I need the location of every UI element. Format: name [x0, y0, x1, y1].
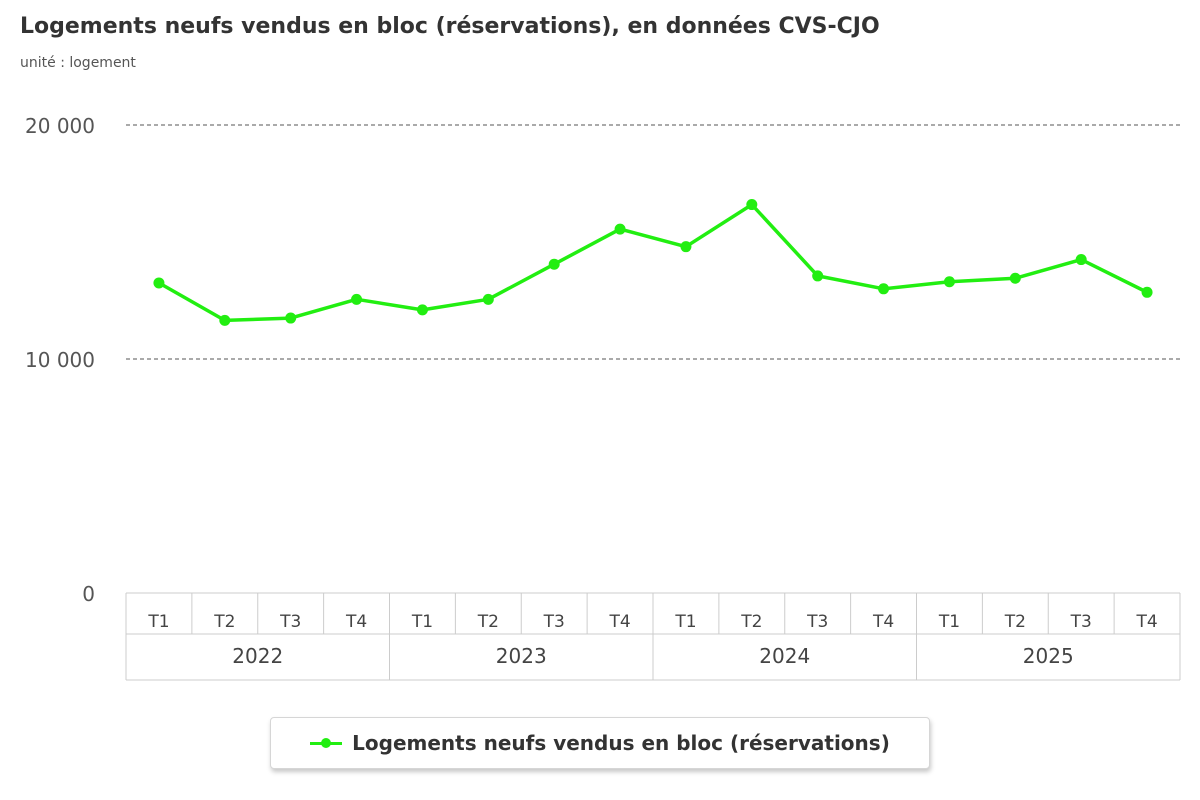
data-point [878, 283, 890, 295]
data-point [1009, 272, 1021, 284]
series-line [157, 202, 1149, 323]
legend-label: Logements neufs vendus en bloc (réservat… [352, 731, 890, 755]
x-tick-label: T1 [411, 612, 433, 632]
x-tick-label: T4 [608, 612, 630, 632]
data-point [416, 304, 428, 316]
chart-subtitle: unité : logement [20, 55, 136, 71]
x-tick-label: T2 [1004, 612, 1026, 632]
x-tick-label: T2 [477, 612, 499, 632]
x-tick-label: T3 [543, 612, 565, 632]
data-point [746, 199, 758, 211]
data-point [153, 277, 165, 289]
x-tick-label: T2 [740, 612, 762, 632]
x-year-label: 2022 [232, 644, 283, 668]
data-point [812, 270, 824, 282]
data-point [614, 223, 626, 235]
x-year-label: 2024 [759, 644, 810, 668]
data-point [680, 241, 692, 253]
x-year-label: 2023 [496, 644, 547, 668]
x-tick-label: T1 [147, 612, 169, 632]
x-tick-label: T1 [674, 612, 696, 632]
x-tick-label: T4 [1135, 612, 1157, 632]
x-tick-label: T3 [1070, 612, 1092, 632]
data-point [548, 258, 560, 270]
legend-dot [321, 738, 332, 748]
x-tick-label: T3 [806, 612, 828, 632]
x-year-label: 2025 [1023, 644, 1074, 668]
x-tick-label: T4 [872, 612, 894, 632]
data-point [943, 276, 955, 288]
data-point [482, 293, 494, 305]
data-point [351, 293, 363, 305]
x-tick-label: T1 [938, 612, 960, 632]
x-tick-label: T4 [345, 612, 367, 632]
y-tick-label: 10 000 [25, 348, 95, 372]
y-tick-label: 0 [82, 582, 95, 606]
data-point [1075, 254, 1087, 266]
data-point [1141, 286, 1153, 298]
y-tick-label: 20 000 [25, 114, 95, 138]
chart-title: Logements neufs vendus en bloc (réservat… [20, 14, 880, 39]
legend[interactable]: Logements neufs vendus en bloc (réservat… [270, 717, 930, 769]
x-tick-label: T3 [279, 612, 301, 632]
data-point [219, 314, 231, 326]
legend-marker-icon [310, 736, 343, 750]
data-point [285, 312, 297, 324]
x-tick-label: T2 [213, 612, 235, 632]
